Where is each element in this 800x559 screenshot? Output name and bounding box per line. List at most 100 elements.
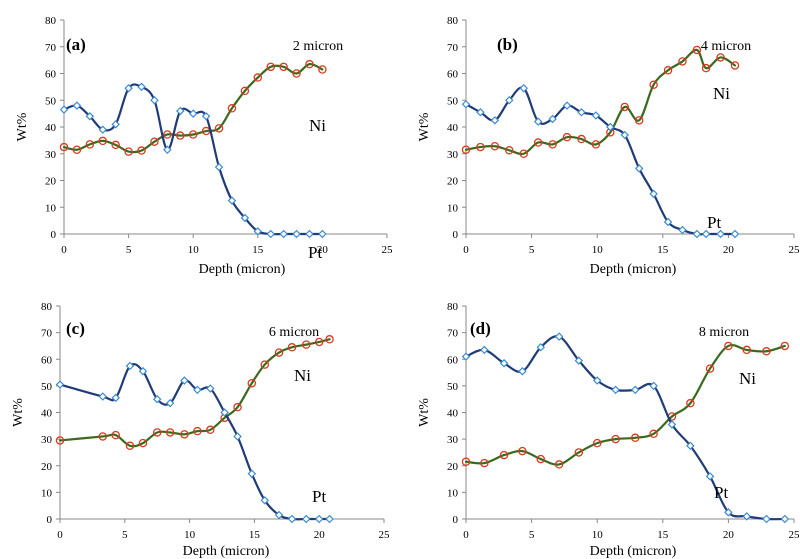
data-point-pt [247, 469, 257, 478]
data-point-ni [490, 142, 500, 151]
y-tick-label: 80 [45, 15, 57, 27]
data-point-pt [663, 217, 673, 227]
data-point-pt [201, 112, 211, 121]
series-label-pt: Pt [312, 487, 326, 506]
y-tick-label: 80 [447, 301, 459, 313]
data-point-ni [247, 378, 257, 388]
data-point-ni [266, 62, 275, 72]
data-point-ni [138, 438, 148, 448]
y-tick-label: 60 [45, 69, 57, 81]
data-point-ni [634, 116, 644, 125]
data-point-pt [548, 114, 557, 124]
data-point-ni [716, 53, 725, 62]
data-point-pt [533, 117, 543, 126]
data-point-pt [274, 510, 284, 520]
data-point-pt [562, 101, 572, 110]
y-tick-label: 60 [447, 69, 459, 81]
x-tick-label: 15 [657, 529, 669, 541]
y-tick-label: 40 [41, 408, 53, 420]
y-tick-label: 60 [447, 354, 459, 366]
data-point-pt [292, 229, 301, 239]
data-point-pt [98, 125, 108, 134]
data-point-pt [180, 376, 189, 385]
y-tick-label: 20 [447, 461, 459, 473]
y-tick-label: 50 [447, 95, 459, 107]
series-line-ni [62, 63, 324, 154]
data-point-ni [125, 441, 135, 451]
panel-label: (d) [470, 319, 491, 338]
x-tick-label: 15 [252, 244, 264, 256]
data-point-pt [686, 441, 695, 451]
x-tick-label: 20 [723, 529, 735, 541]
data-point-ni [163, 130, 172, 139]
data-point-ni [180, 430, 189, 439]
series-label-ni: Ni [713, 84, 730, 103]
data-point-ni [724, 341, 733, 351]
data-point-ni [461, 457, 471, 467]
panel-label: (c) [66, 319, 85, 338]
data-point-ni [577, 134, 586, 144]
data-point-ni [499, 450, 509, 460]
data-point-pt [742, 512, 752, 521]
data-point-pt [279, 229, 288, 239]
data-point-ni [592, 438, 602, 448]
series-line-ni [58, 338, 331, 448]
data-point-pt [762, 514, 771, 524]
data-point-ni [692, 45, 702, 55]
data-point-ni [314, 337, 324, 347]
x-tick-label: 20 [314, 529, 326, 541]
data-point-ni [287, 343, 297, 352]
series-label-pt: Pt [707, 213, 721, 232]
data-point-pt [138, 366, 148, 376]
data-point-ni [536, 454, 546, 464]
y-axis-label: Wt% [11, 398, 26, 427]
data-point-pt [124, 83, 133, 93]
data-point-ni [780, 341, 790, 351]
data-point-ni [59, 142, 69, 152]
data-point-ni [461, 145, 471, 154]
data-point-ni [98, 136, 108, 146]
data-point-pt [620, 130, 630, 140]
y-tick-label: 0 [453, 514, 459, 526]
data-point-pt [592, 376, 602, 385]
y-tick-label: 30 [447, 149, 459, 161]
y-tick-label: 0 [453, 229, 459, 241]
data-point-ni [705, 364, 715, 373]
y-tick-label: 10 [447, 487, 459, 499]
data-point-pt [649, 381, 658, 391]
data-point-pt [678, 225, 687, 235]
data-point-ni [150, 137, 159, 146]
data-point-ni [701, 63, 711, 73]
series-line-ni [464, 344, 786, 466]
y-tick-label: 30 [45, 149, 57, 161]
data-point-pt [667, 420, 677, 429]
data-point-pt [72, 101, 82, 110]
x-tick-label: 25 [789, 529, 800, 541]
data-point-pt [85, 112, 95, 121]
panel-label: (b) [497, 35, 518, 54]
series-line-pt [464, 335, 786, 521]
data-point-ni [165, 428, 175, 437]
series-label-pt: Pt [714, 483, 728, 502]
data-point-pt [193, 385, 202, 395]
data-point-ni [505, 146, 514, 155]
y-tick-label: 60 [41, 354, 53, 366]
data-point-pt [137, 82, 146, 92]
y-axis-label: Wt% [417, 112, 432, 141]
data-point-ni [548, 140, 557, 149]
x-tick-label: 0 [61, 244, 67, 256]
y-tick-label: 80 [41, 301, 53, 313]
data-point-ni [649, 429, 658, 439]
data-point-pt [716, 229, 725, 239]
panel-label: (a) [66, 35, 86, 54]
data-point-ni [72, 145, 82, 154]
data-point-pt [253, 227, 263, 236]
y-tick-label: 10 [447, 202, 459, 214]
data-point-ni [476, 142, 485, 152]
data-point-ni [318, 65, 327, 74]
data-point-pt [461, 100, 471, 109]
data-point-ni [292, 69, 301, 78]
data-point-ni [206, 425, 215, 435]
chart-panel-1: 0 10 20 30 40 50 60 70 80 0 5 10 15 20 25 Depth (micron… [15, 15, 393, 277]
data-point-ni [325, 335, 334, 344]
